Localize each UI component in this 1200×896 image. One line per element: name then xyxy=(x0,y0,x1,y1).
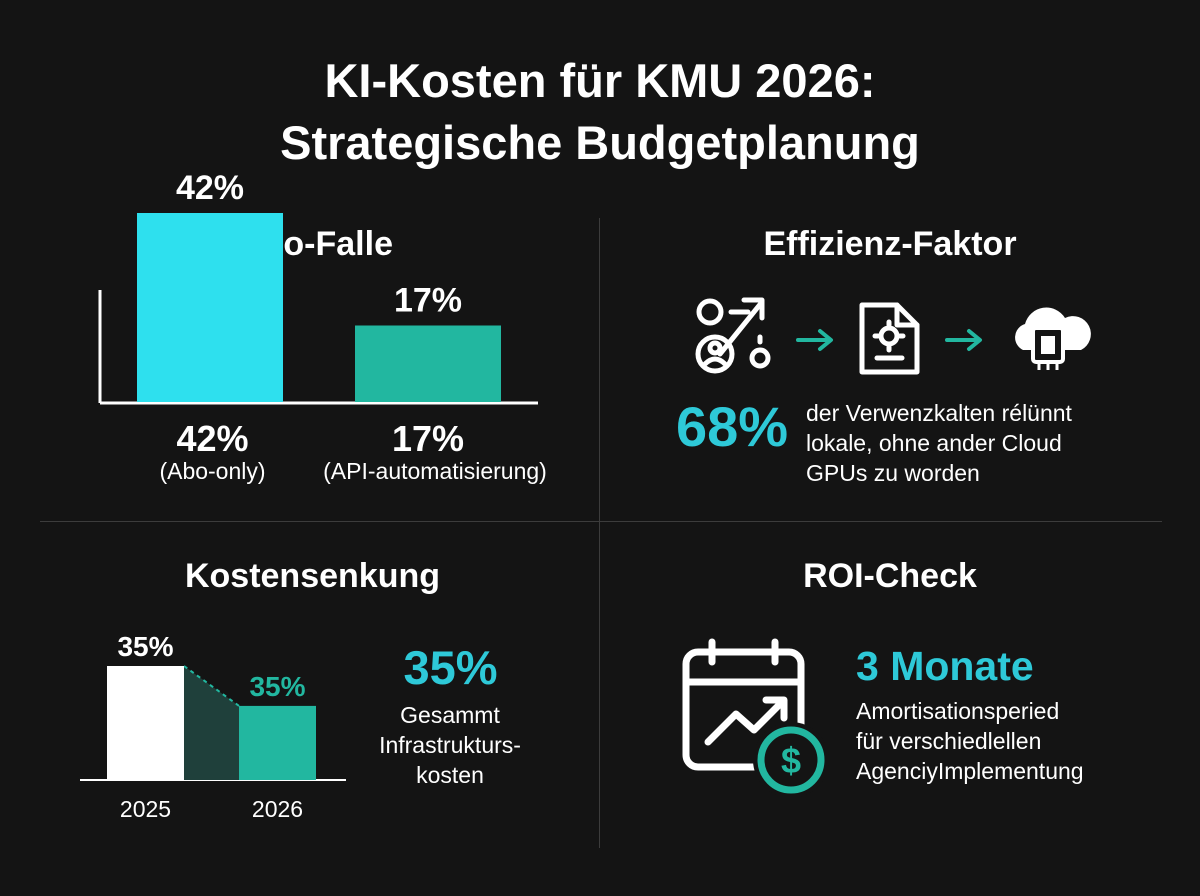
page-title-line-1: KI-Kosten für KMU 2026: xyxy=(324,54,876,107)
roi-stat: 3 Monate xyxy=(856,643,1034,689)
abo-value-abo-only: 42% xyxy=(176,418,249,459)
kosten-bar-data-label-2026: 35% xyxy=(249,671,305,702)
vertical-divider xyxy=(599,218,600,848)
kosten-description: Gesammt Infrastrukturs- kosten xyxy=(360,700,540,790)
kosten-bar-data-label-2025: 35% xyxy=(117,631,173,662)
kosten-bar-chart: 35% 2025 35% 2026 xyxy=(80,631,346,822)
roi-line-2: für verschiedlellen xyxy=(856,728,1042,754)
kosten-bar-2026 xyxy=(239,705,316,780)
horizontal-divider xyxy=(40,521,1162,522)
calendar-growth-icon xyxy=(682,638,805,771)
svg-text:$: $ xyxy=(781,740,801,781)
effizienz-section-title: Effizienz-Faktor xyxy=(763,225,1017,263)
roi-line-3: AgenciyImplementung xyxy=(856,758,1084,784)
dollar-coin-icon: $ xyxy=(753,722,829,798)
effizienz-line-3: GPUs zu worden xyxy=(806,460,980,486)
effizienz-line-2: lokale, ohne ander Cloud xyxy=(806,430,1062,456)
roi-line-1: Amortisationsperied xyxy=(856,698,1060,724)
kosten-bar-2025 xyxy=(107,666,184,780)
arrow-right-icon xyxy=(796,329,833,351)
effizienz-description: der Verwenzkalten rélünnt lokale, ohne a… xyxy=(806,398,1072,488)
abo-value-api: 17% xyxy=(391,418,465,459)
abo-caption-abo-only: (Abo-only) xyxy=(159,458,266,484)
kosten-line-2: Infrastrukturs- xyxy=(379,732,521,758)
page-title: KI-Kosten für KMU 2026: Strategische Bud… xyxy=(0,50,1200,174)
workflow-icon xyxy=(695,297,771,374)
effizienz-stat: 68% xyxy=(676,395,789,458)
kosten-x-tick-2025: 2025 xyxy=(120,796,171,822)
kosten-trend-line xyxy=(183,665,240,707)
kosten-line-1: Gesammt xyxy=(400,702,500,728)
roi-section-title: ROI-Check xyxy=(803,557,977,595)
kosten-line-3: kosten xyxy=(416,762,484,788)
kosten-x-tick-2026: 2026 xyxy=(252,796,303,822)
effizienz-line-1: der Verwenzkalten rélünnt xyxy=(806,400,1072,426)
abo-bar-2 xyxy=(355,325,501,402)
settings-document-icon xyxy=(859,302,920,375)
abo-bar-data-label-1: 42% xyxy=(176,169,244,207)
cloud-chip-icon xyxy=(1015,307,1091,370)
abo-bar-chart: 42% 17% xyxy=(98,169,538,405)
abo-bar-data-label-2: 17% xyxy=(394,282,462,320)
kosten-stat: 35% xyxy=(403,641,498,694)
abo-bar-1 xyxy=(137,213,283,402)
page-title-line-2: Strategische Budgetplanung xyxy=(280,116,920,169)
arrow-right-icon xyxy=(945,329,982,351)
kosten-section-title: Kostensenkung xyxy=(184,557,441,595)
kosten-reduction-connector xyxy=(184,666,239,780)
roi-description: Amortisationsperied für verschiedlellen … xyxy=(856,696,1084,786)
abo-caption-api: (API-automatisierung) xyxy=(323,458,547,484)
